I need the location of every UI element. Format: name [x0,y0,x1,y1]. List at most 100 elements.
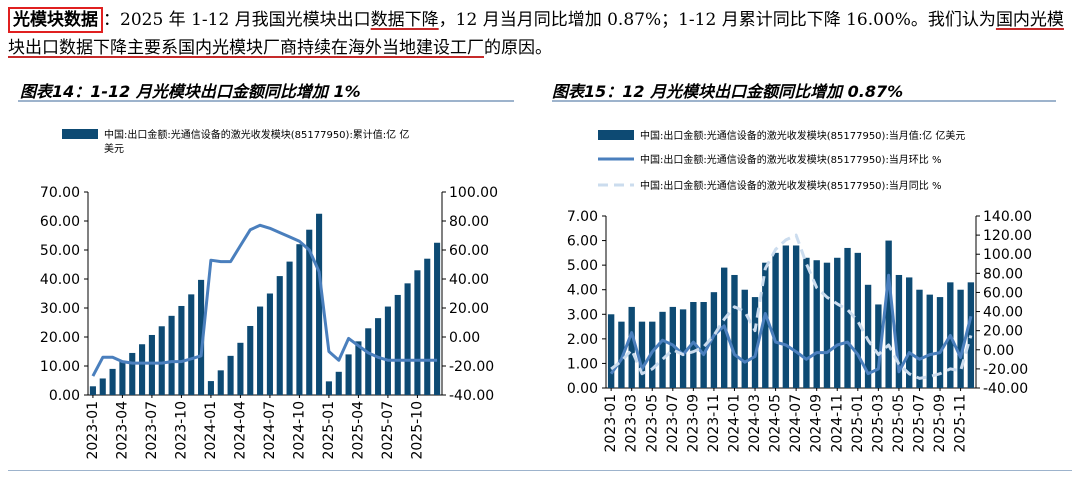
bar [89,386,96,395]
left-tick-label: 0.00 [567,381,598,397]
bar [394,294,401,395]
x-tick-label: 2024-03 [747,394,763,453]
x-tick-label: 2025-11 [953,394,969,453]
x-tick-label: 2023-01 [603,394,619,453]
series-line-dashed [610,233,973,380]
left-tick-label: 7.00 [567,209,598,225]
bar [286,261,293,395]
left-tick-label: 5.00 [567,258,598,274]
bar [129,352,136,395]
bar [227,355,234,395]
bar [679,309,687,388]
x-tick-label: 2023-09 [685,394,701,453]
right-tick-label: 80.00 [983,266,1023,282]
bar [168,315,175,395]
bar [178,305,185,395]
summary-paragraph: 光模块数据 ：2025 年 1-12 月我国光模块出口数据下降，12 月当月同比增… [8,6,1074,62]
bar [957,289,964,388]
x-tick-label: 2024-07 [262,401,278,460]
legend-label: 中国:出口金额:光通信设备的激光收发模块(85177950):当月值:亿 亿美元 [640,129,965,142]
right-tick-label: 40.00 [983,305,1023,321]
bar [669,306,676,388]
left-tick-label: 70.00 [40,185,80,201]
bar [198,279,205,395]
x-tick-label: 2025-04 [350,401,366,460]
left-tick-label: 50.00 [40,243,80,259]
bar [659,311,666,388]
right-tick-label: 0.00 [449,330,480,346]
bar [266,293,273,395]
left-tick-label: 3.00 [567,307,598,323]
left-tick-label: 6.00 [567,234,598,250]
figure15-rule [552,100,1056,102]
right-tick-label: 20.00 [983,324,1023,340]
bar [247,325,254,395]
left-tick-label: 30.00 [40,301,80,317]
x-tick-label: 2025-05 [891,394,907,453]
bar [404,283,411,395]
bar [690,302,697,388]
bar [772,252,779,388]
para-seg3: ，12 月当月同比增加 0.87%；1-12 月累计同比下降 16.00%。我们… [438,10,996,30]
right-tick-label: 100.00 [449,185,498,201]
right-tick-label: 40.00 [449,272,489,288]
bar [731,274,738,388]
right-tick-label: 0.00 [983,343,1014,359]
x-tick-label: 2024-01 [726,394,742,453]
figure15-title: 图表15：12 月光模块出口金额同比增加 0.87% [552,82,904,101]
bar [885,240,892,388]
bar [434,242,441,395]
bar [916,289,923,388]
para-seg4: 国内光模块出口数据下降主要系国内光模块厂商持续在海外当地建设工厂 [8,10,1064,58]
x-tick-label: 2023-04 [114,401,130,460]
bar [414,270,421,395]
bar [335,371,342,395]
right-tick-label: -40.00 [449,388,494,404]
bar [119,361,126,395]
bar [803,257,810,388]
left-tick-label: 40.00 [40,272,80,288]
x-tick-label: 2024-01 [203,401,219,460]
bar [628,306,635,388]
bar [365,328,372,395]
x-tick-label: 2024-10 [291,401,307,460]
right-tick-label: 80.00 [449,214,489,230]
x-tick-label: 2025-03 [870,394,886,453]
bar [967,282,975,388]
bar [618,321,625,388]
x-tick-label: 2024-11 [829,394,845,453]
right-tick-label: 120.00 [983,228,1032,244]
bar [864,284,872,388]
x-tick-label: 2024-04 [232,401,248,460]
bar [792,245,800,388]
bar [813,260,820,388]
bar [306,229,313,395]
bar [607,314,615,388]
left-tick-label: 4.00 [567,283,598,299]
series-line [609,273,973,376]
bar [854,252,861,388]
bar [345,354,352,395]
x-tick-label: 2025-07 [380,401,396,460]
para-seg1: ：2025 年 1-12 月我国光模块出口 [103,10,371,30]
legend-label: 美元 [104,142,124,155]
right-tick-label: -40.00 [983,381,1028,397]
x-tick-label: 2023-01 [85,401,101,460]
bar [782,245,790,388]
bar [926,294,933,388]
bar [296,244,303,395]
legend-label: 中国:出口金额:光通信设备的激光收发模块(85177950):当月环比 % [640,153,942,166]
right-tick-label: 100.00 [983,247,1032,263]
x-tick-label: 2023-07 [665,394,681,453]
x-tick-label: 2023-03 [624,394,640,453]
bar [99,378,106,395]
x-tick-label: 2025-01 [850,394,866,453]
left-tick-label: 60.00 [40,214,80,230]
x-tick-label: 2023-11 [706,394,722,453]
bar [638,321,646,388]
x-tick-label: 2025-09 [932,394,948,453]
x-tick-label: 2024-09 [809,394,825,453]
bar [741,289,748,388]
para-seg5: 的原因。 [484,38,552,58]
bar [875,304,882,388]
